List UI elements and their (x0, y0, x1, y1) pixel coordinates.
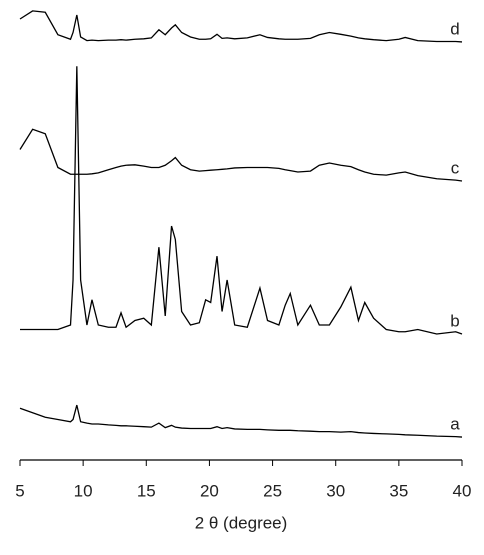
series-line (19, 128, 463, 182)
x-tick-label: 5 (15, 481, 24, 500)
series-label: c (451, 158, 460, 177)
series-line (19, 10, 463, 43)
x-tick-label: 25 (263, 481, 282, 500)
x-tick-label: 40 (453, 481, 472, 500)
x-tick-label: 15 (137, 481, 156, 500)
series-label: b (450, 311, 459, 330)
series-line (19, 404, 463, 438)
series-label: d (450, 19, 459, 38)
x-tick-label: 20 (200, 481, 219, 500)
x-tick-label: 35 (389, 481, 408, 500)
x-axis-title: 2 θ (degree) (195, 513, 288, 532)
x-tick-label: 10 (74, 481, 93, 500)
series-label: a (450, 415, 460, 434)
x-tick-label: 30 (326, 481, 345, 500)
series-line (20, 66, 463, 335)
